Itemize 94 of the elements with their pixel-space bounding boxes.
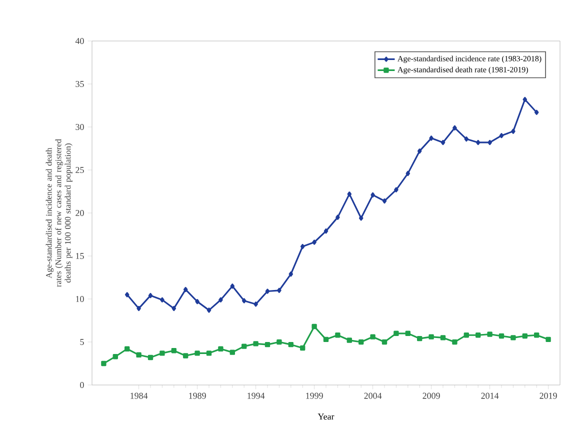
point — [183, 353, 188, 358]
y-axis-title: Age-standardised incidence and death rates (Number of new cases and registered deaths per 100 000 standard population) — [46, 139, 72, 287]
point — [488, 140, 492, 146]
point — [160, 297, 164, 302]
x-tick-label: 2014 — [481, 392, 499, 399]
x-tick-label: 2004 — [364, 392, 382, 399]
point — [218, 346, 224, 352]
point — [101, 360, 106, 366]
point — [358, 216, 364, 221]
y-tick-label: 15 — [76, 252, 84, 260]
x-tick-label: 1984 — [130, 392, 148, 399]
point — [452, 125, 457, 130]
point — [346, 338, 352, 343]
point — [394, 187, 398, 192]
y-tick-label: 25 — [76, 166, 84, 174]
point — [230, 284, 235, 289]
point — [546, 336, 551, 342]
point — [112, 354, 118, 360]
point — [172, 306, 176, 312]
point — [277, 288, 282, 293]
point — [335, 332, 340, 338]
point — [124, 346, 130, 352]
point — [394, 330, 399, 336]
point — [405, 330, 410, 336]
point — [476, 140, 480, 146]
y-tick-label: 30 — [76, 124, 84, 130]
point — [498, 333, 504, 339]
point — [254, 302, 258, 307]
point — [358, 339, 364, 345]
point — [370, 334, 376, 340]
point — [336, 214, 340, 220]
point — [288, 342, 294, 348]
point — [300, 345, 306, 351]
point — [230, 350, 235, 355]
point — [288, 271, 294, 277]
x-axis-title: Year — [318, 414, 334, 420]
point — [370, 192, 375, 198]
point — [183, 286, 188, 292]
point — [534, 110, 539, 115]
point — [264, 342, 270, 348]
point — [452, 339, 458, 345]
x-tick-label: 1999 — [306, 392, 323, 399]
point — [194, 350, 200, 356]
point — [476, 332, 481, 338]
x-tick-label: 1994 — [248, 392, 265, 399]
x-tick-label: 2009 — [422, 392, 440, 399]
point — [522, 96, 528, 102]
point — [300, 244, 305, 250]
point — [347, 191, 352, 197]
point — [464, 332, 469, 338]
point — [206, 308, 212, 313]
point — [487, 332, 492, 337]
point — [242, 344, 247, 349]
y-tick-label: 0 — [80, 382, 84, 388]
point — [253, 341, 258, 346]
point — [276, 339, 282, 345]
point — [510, 335, 516, 340]
point — [265, 288, 270, 294]
y-tick-label: 5 — [80, 339, 84, 345]
point — [428, 334, 434, 340]
point — [417, 336, 422, 342]
point — [242, 298, 246, 304]
point — [136, 306, 141, 312]
point — [171, 348, 176, 354]
point — [312, 240, 316, 245]
point — [218, 297, 223, 302]
point — [464, 136, 469, 142]
point — [136, 352, 142, 358]
point — [382, 339, 388, 345]
point — [124, 292, 130, 298]
x-tick-label: 2019 — [540, 392, 557, 399]
point — [440, 335, 446, 340]
point — [440, 140, 446, 146]
y-tick-label: 20 — [76, 210, 84, 216]
y-tick-label: 10 — [76, 296, 84, 302]
point — [160, 350, 165, 356]
point — [382, 198, 387, 204]
point — [195, 298, 200, 304]
point — [511, 128, 516, 134]
x-tick-label: 1989 — [189, 392, 206, 399]
point — [323, 336, 329, 342]
point — [406, 170, 410, 176]
y-tick-label: 35 — [76, 80, 84, 88]
point — [206, 350, 212, 356]
point — [324, 228, 328, 234]
point — [499, 133, 504, 138]
y-tick-label: 40 — [75, 38, 84, 44]
point — [429, 136, 434, 141]
point — [417, 148, 422, 154]
point — [312, 324, 317, 330]
point — [148, 354, 154, 360]
point — [148, 292, 153, 298]
point — [522, 333, 528, 339]
point — [534, 332, 540, 338]
